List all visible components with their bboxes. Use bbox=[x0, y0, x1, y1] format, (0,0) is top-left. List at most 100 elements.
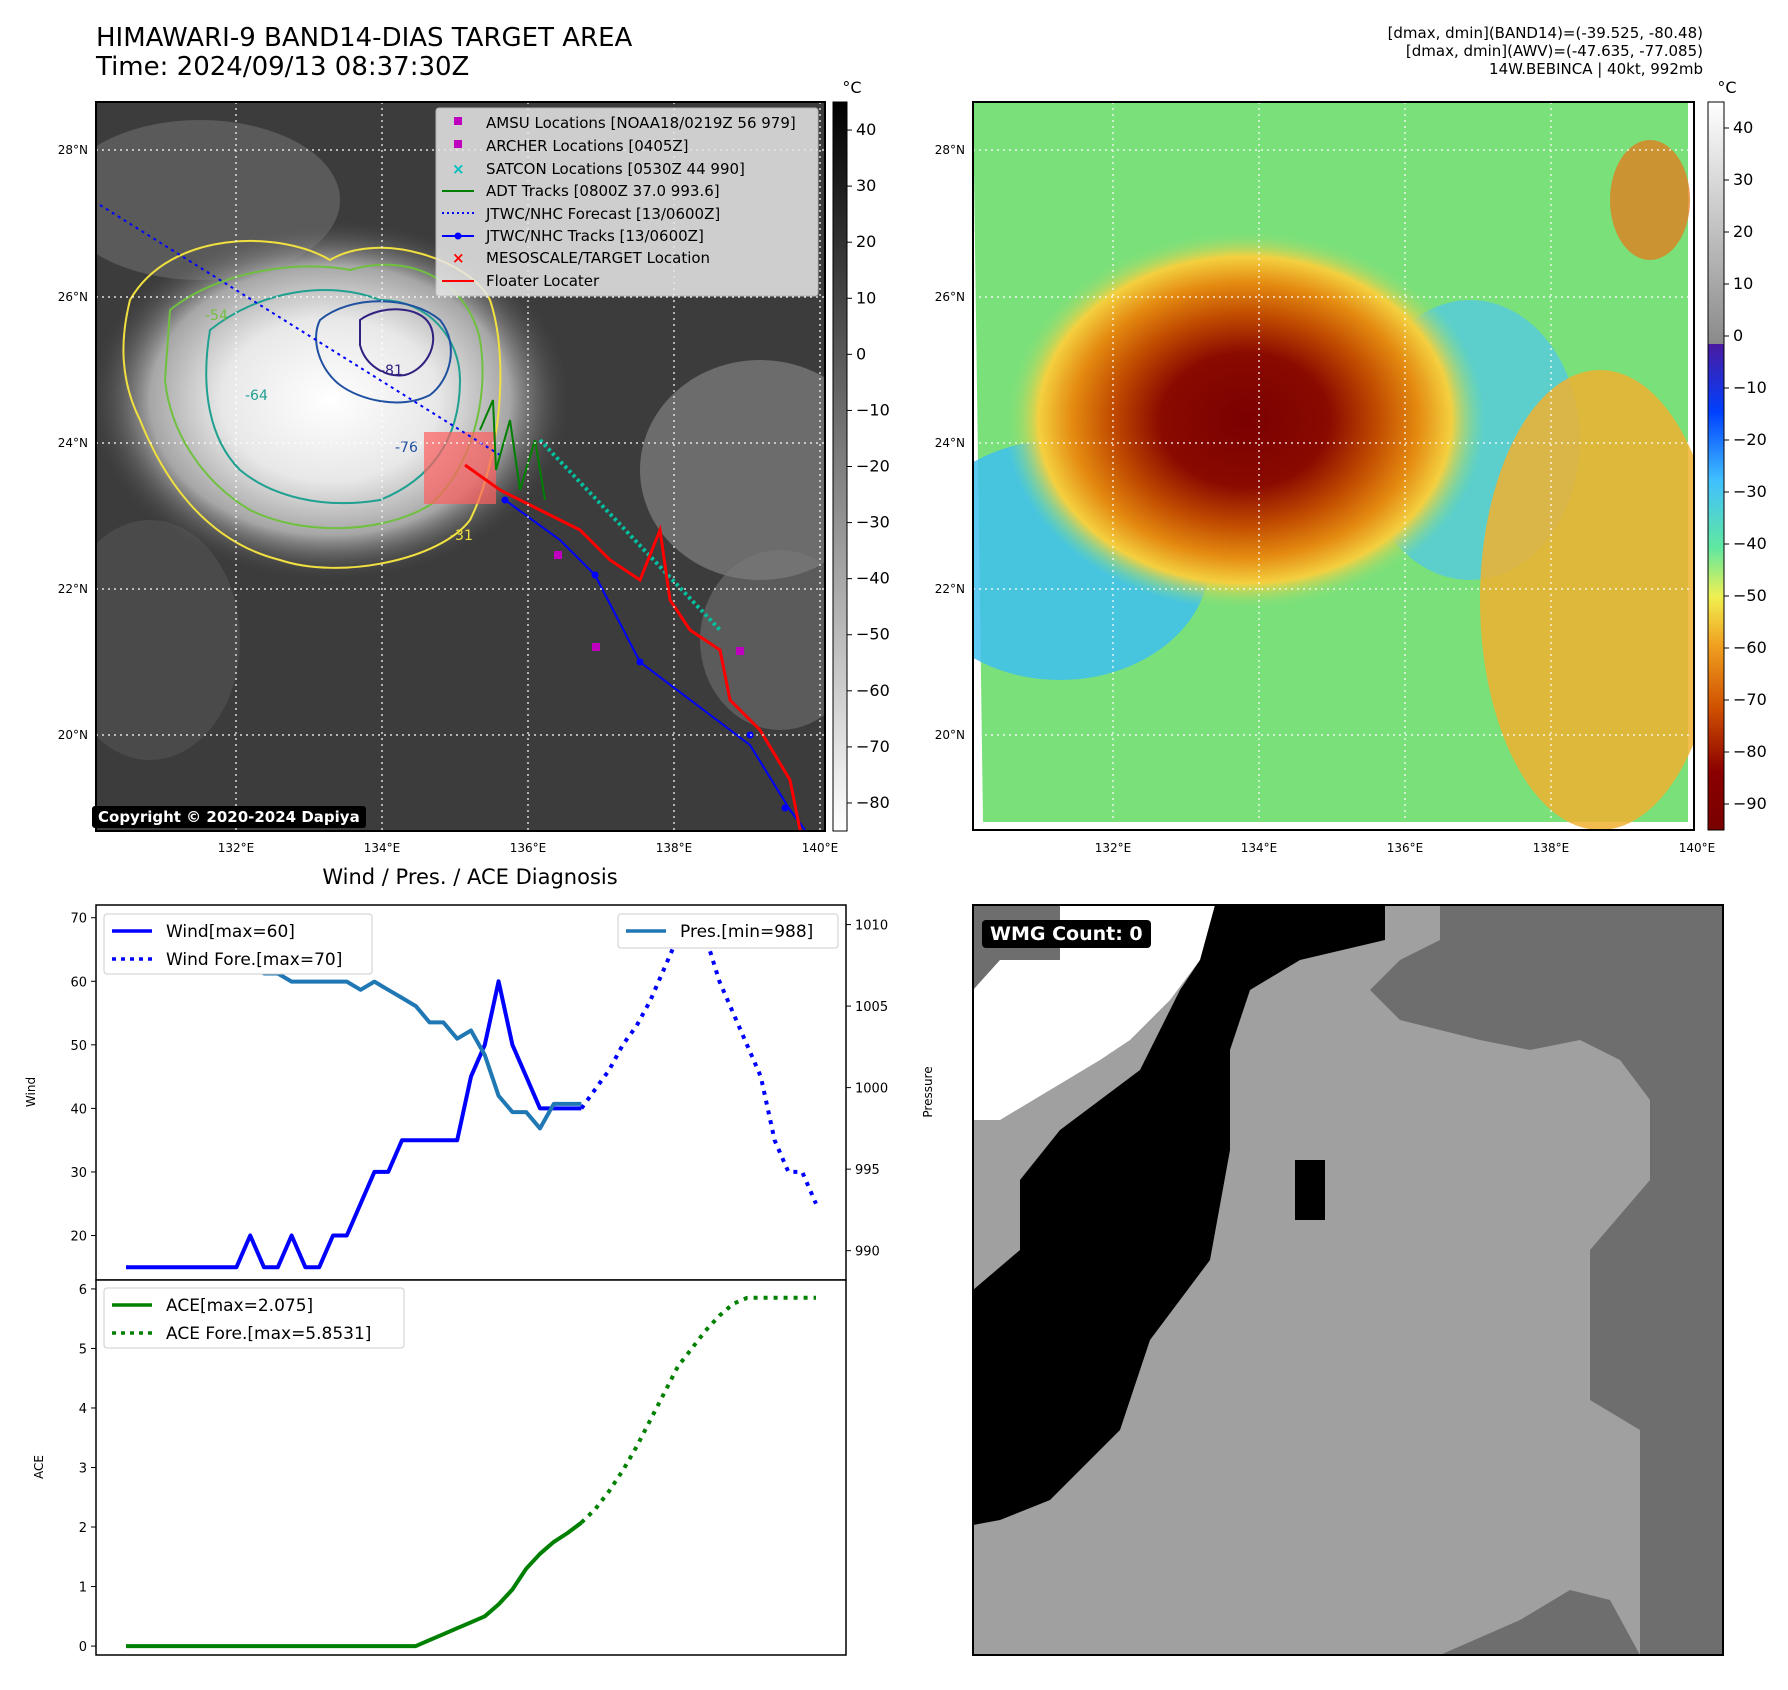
awv-colorbar-upper bbox=[1708, 102, 1724, 344]
legend-mesoscale: MESOSCALE/TARGET Location bbox=[486, 249, 710, 267]
series-line bbox=[580, 1295, 816, 1525]
jtwc-track-point bbox=[636, 658, 644, 666]
legend-adt: ADT Tracks [0800Z 37.0 993.6] bbox=[486, 182, 720, 200]
colorbar-tick-label: −10 bbox=[856, 400, 890, 419]
lat-label: 20°N bbox=[58, 728, 88, 742]
colorbar-tick-label: 40 bbox=[856, 120, 876, 139]
y-right-tick-label: 995 bbox=[855, 1163, 880, 1178]
colorbar-tick-label: −30 bbox=[1733, 482, 1767, 501]
lat-label: 20°N bbox=[935, 728, 965, 742]
lon-label: 136°E bbox=[1387, 841, 1424, 855]
lat-label: 22°N bbox=[58, 582, 88, 596]
awv-map bbox=[972, 101, 1695, 831]
map-gridlines bbox=[96, 102, 825, 831]
wmg-black-region bbox=[973, 905, 1385, 1525]
wind-pressure-chart: 20 30 40 50 60 70 990 995 1000 1005 1010 Wind Pres… bbox=[24, 904, 935, 1281]
colorbar-tick-label: −40 bbox=[856, 569, 890, 588]
jtwc-forecast-track bbox=[99, 204, 501, 456]
awv-gridlines bbox=[973, 102, 1694, 830]
wmg-black-patch bbox=[1295, 1160, 1325, 1220]
legend-tracks: JTWC/NHC Tracks [13/0600Z] bbox=[485, 227, 704, 245]
contour-label: -64 bbox=[245, 388, 268, 404]
lon-label: 132°E bbox=[1095, 841, 1132, 855]
colorbar-tick-label: −30 bbox=[856, 513, 890, 532]
ace-legend-entry: ACE[max=2.075] bbox=[166, 1296, 313, 1316]
awv-colorbar-lower bbox=[1708, 344, 1724, 830]
pressure-legend-box bbox=[617, 913, 839, 949]
band14-map-frame bbox=[95, 101, 826, 832]
ace-legend-box bbox=[103, 1287, 405, 1349]
y-tick-label: 2 bbox=[79, 1521, 87, 1536]
legend-amsu: AMSU Locations [NOAA18/0219Z 56 979] bbox=[486, 114, 796, 132]
colorbar-tick-label: 40 bbox=[1733, 118, 1753, 137]
wind-legend-entry: Wind[max=60] bbox=[166, 922, 295, 942]
series-line bbox=[126, 1521, 583, 1649]
awv-moist-area bbox=[1610, 140, 1690, 260]
map-legend: AMSU Locations [NOAA18/0219Z 56 979] ARC… bbox=[435, 107, 819, 297]
ace-lines bbox=[126, 1295, 816, 1649]
colorbar-tick-label: 30 bbox=[856, 176, 876, 195]
satcon-x-icon: × bbox=[452, 160, 465, 178]
colorbar-tick-label: −10 bbox=[1733, 378, 1767, 397]
legend-box bbox=[435, 107, 819, 297]
lon-label: 134°E bbox=[1241, 841, 1278, 855]
diagnosis-title: Wind / Pres. / ACE Diagnosis bbox=[322, 865, 617, 889]
pressure-legend-entry: Pres.[min=988] bbox=[680, 922, 813, 942]
band14-colorbar: °C 40 30 20 10 0 −10 −20 −30 −40 −50 −60 −70 −80 bbox=[832, 78, 890, 832]
y-tick-label: 20 bbox=[70, 1230, 87, 1245]
colorbar-tick-label: −60 bbox=[856, 681, 890, 700]
y-right-tick-label: 1005 bbox=[855, 1000, 888, 1015]
awv-map-frame bbox=[972, 101, 1695, 831]
cloud-band bbox=[640, 360, 825, 580]
colorbar-tick-label: −80 bbox=[1733, 742, 1767, 761]
y-tick-label: 60 bbox=[70, 975, 87, 990]
cloud-band bbox=[96, 520, 240, 760]
y-tick-label: 1 bbox=[79, 1581, 87, 1596]
awv-colorbar-frame bbox=[1707, 101, 1725, 831]
colorbar-unit: °C bbox=[842, 78, 861, 97]
info-line-2: [dmax, dmin](AWV)=(-47.635, -77.085) bbox=[1405, 42, 1703, 60]
archer-square-icon bbox=[454, 140, 462, 148]
colorbar-tick-label: −50 bbox=[1733, 586, 1767, 605]
left-lat-labels: 28°N 26°N 24°N 22°N 20°N bbox=[58, 143, 88, 742]
colorbar-tick-label: 30 bbox=[1733, 170, 1753, 189]
colorbar-tick-label: −20 bbox=[856, 457, 890, 476]
awv-storm bbox=[1005, 230, 1485, 610]
colorbar-tick-label: −70 bbox=[1733, 690, 1767, 709]
colorbar-tick-label: 10 bbox=[856, 288, 876, 307]
jtwc-track-point bbox=[591, 571, 599, 579]
colorbar-tick-label: 0 bbox=[1733, 326, 1743, 345]
y-tick-label: 40 bbox=[70, 1102, 87, 1117]
colorbar-tick-label: −50 bbox=[856, 625, 890, 644]
colorbar-tick-label: −80 bbox=[856, 793, 890, 812]
y-right-tick-label: 990 bbox=[855, 1245, 880, 1260]
legend-satcon: SATCON Locations [0530Z 44 990] bbox=[486, 160, 745, 178]
band14-colorbar-bar bbox=[832, 101, 848, 832]
colorbar-tick-label: 10 bbox=[1733, 274, 1753, 293]
figure-info: [dmax, dmin](BAND14)=(-39.525, -80.48) [… bbox=[1388, 24, 1703, 78]
wind-fore-legend-entry: Wind Fore.[max=70] bbox=[166, 950, 342, 970]
colorbar-tick-label: −70 bbox=[856, 737, 890, 756]
copyright-badge: Copyright © 2020-2024 Dapiya bbox=[92, 806, 366, 828]
tracks-dot-icon bbox=[454, 232, 462, 240]
mesoscale-target-box bbox=[424, 432, 496, 504]
series-line bbox=[126, 979, 582, 1270]
floater-locater-track bbox=[464, 463, 802, 831]
jtwc-track-point bbox=[781, 804, 789, 812]
pressure-axis-label: Pressure bbox=[921, 1066, 935, 1117]
contour-label: -54 bbox=[205, 308, 228, 324]
colorbar-tick-label: 20 bbox=[1733, 222, 1753, 241]
ace-ticks: 0 1 2 3 4 5 6 bbox=[79, 1283, 96, 1655]
contour-label: -31 bbox=[450, 528, 473, 544]
lon-label: 140°E bbox=[1679, 841, 1716, 855]
colorbar-tick-label: −40 bbox=[1733, 534, 1767, 553]
contour-minus-76 bbox=[315, 300, 452, 404]
lon-label: 138°E bbox=[1533, 841, 1570, 855]
colorbar-unit: °C bbox=[1717, 78, 1736, 97]
contour-label: -81 bbox=[380, 363, 403, 379]
ace-axis-label: ACE bbox=[32, 1455, 46, 1479]
y-tick-label: 4 bbox=[79, 1402, 87, 1417]
wmg-map bbox=[972, 904, 1724, 1656]
y-tick-label: 50 bbox=[70, 1039, 87, 1054]
